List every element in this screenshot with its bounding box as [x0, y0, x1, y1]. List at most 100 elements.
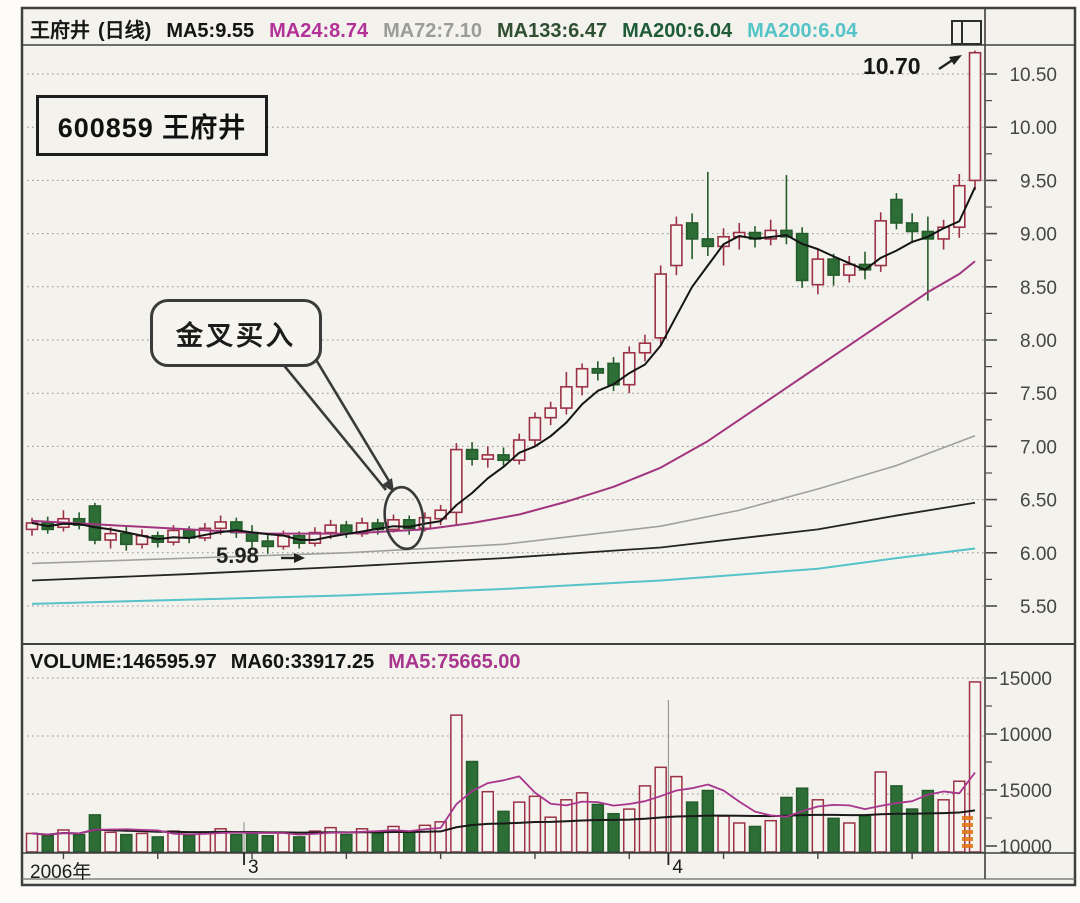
candle[interactable] [230, 517, 243, 538]
candle[interactable] [72, 512, 86, 530]
candle[interactable] [827, 253, 840, 286]
candle[interactable] [921, 216, 935, 301]
candle[interactable] [638, 334, 652, 362]
stock-title: 王府井 [30, 20, 90, 42]
chart-header: 王府井 (日线) MA5:9.55 MA24:8.74 MA72:7.10 MA133:6… [30, 14, 857, 42]
candle[interactable] [402, 515, 416, 535]
volume-bar[interactable] [890, 785, 903, 853]
volume-bar[interactable] [340, 833, 353, 853]
candle[interactable] [544, 401, 557, 426]
volume-bar[interactable] [41, 835, 54, 853]
candle[interactable] [622, 346, 636, 394]
volume-bar[interactable] [512, 801, 526, 853]
volume-bar[interactable] [654, 766, 667, 853]
volume-bar[interactable] [450, 714, 463, 853]
volume-bar[interactable] [371, 832, 385, 853]
volume-bar[interactable] [72, 833, 86, 853]
ma-value-label: MA72:7.10 [383, 20, 483, 42]
candle[interactable] [968, 50, 982, 190]
candle[interactable] [575, 363, 589, 396]
candle[interactable] [465, 442, 479, 466]
candle[interactable] [905, 213, 919, 244]
candle[interactable] [748, 226, 762, 248]
candle[interactable] [528, 412, 542, 446]
candle[interactable] [795, 227, 809, 288]
high-price-arrowhead [949, 55, 962, 65]
volume-bar[interactable] [685, 801, 699, 853]
volume-bar[interactable] [182, 835, 196, 853]
candle[interactable] [701, 171, 715, 256]
candle[interactable] [764, 219, 777, 246]
candle[interactable] [811, 249, 825, 295]
volume-bar[interactable] [780, 796, 793, 853]
volume-bar[interactable] [88, 814, 102, 853]
volume-bar[interactable] [230, 833, 243, 853]
candle[interactable] [591, 361, 605, 381]
volume-bar[interactable] [104, 831, 117, 853]
volume-bar[interactable] [277, 831, 290, 853]
ma-value-label: MA133:6.47 [497, 20, 608, 42]
volume-bar[interactable] [795, 787, 809, 853]
volume-bar[interactable] [292, 836, 306, 853]
volume-bar[interactable] [717, 815, 730, 853]
candle[interactable] [560, 371, 573, 415]
candle[interactable] [842, 255, 856, 283]
volume-bar[interactable] [261, 835, 275, 853]
candle[interactable] [780, 175, 793, 245]
volume-bar[interactable] [25, 832, 39, 853]
candle[interactable] [937, 219, 950, 250]
candle[interactable] [654, 265, 667, 347]
candle[interactable] [25, 517, 39, 536]
volume-bar[interactable] [245, 832, 259, 853]
ma-line-ma5 [31, 186, 976, 541]
volume-bar[interactable] [465, 760, 479, 853]
volume-bar[interactable] [858, 815, 872, 853]
candle[interactable] [198, 523, 212, 542]
price-axis-label: 6.50 [1020, 491, 1057, 512]
volume-bar[interactable] [151, 836, 164, 853]
volume-bar[interactable] [135, 832, 149, 853]
candle[interactable] [120, 526, 133, 551]
volume-bar[interactable] [481, 790, 495, 853]
volume-bar[interactable] [560, 799, 573, 853]
volume-bar[interactable] [670, 775, 683, 853]
candle[interactable] [387, 514, 400, 533]
volume-axis-label: 10000 [999, 725, 1052, 746]
candle[interactable] [261, 533, 275, 554]
candle[interactable] [890, 193, 903, 230]
volume-bar[interactable] [198, 831, 212, 853]
volume-bar[interactable] [120, 833, 133, 853]
volume-bar[interactable] [748, 825, 762, 853]
candle[interactable] [670, 216, 683, 276]
volume-bar[interactable] [622, 808, 636, 853]
volume-bar[interactable] [937, 799, 950, 853]
candle[interactable] [685, 213, 699, 260]
volume-bar[interactable] [905, 808, 919, 853]
candle[interactable] [104, 527, 117, 549]
candle[interactable] [57, 510, 70, 532]
candle[interactable] [450, 443, 463, 526]
candle[interactable] [481, 446, 495, 468]
volume-bar[interactable] [591, 803, 605, 853]
volume-bar[interactable] [733, 822, 746, 853]
volume-bar[interactable] [764, 819, 777, 853]
volume-bar[interactable] [701, 789, 715, 853]
volume-bar[interactable] [402, 831, 416, 853]
volume-bar[interactable] [843, 822, 856, 853]
volume-bar[interactable] [528, 795, 542, 853]
volume-bar[interactable] [874, 771, 887, 853]
candle[interactable] [858, 251, 872, 280]
volume-bar[interactable] [827, 817, 840, 853]
candle[interactable] [953, 174, 966, 238]
split-window-icon[interactable] [951, 20, 982, 45]
candle[interactable] [512, 433, 526, 465]
candle[interactable] [308, 527, 322, 547]
ma-value-label: MA5:75665.00 [388, 651, 521, 673]
volume-bar[interactable] [497, 810, 510, 853]
candle[interactable] [497, 447, 510, 466]
volume-bar[interactable] [921, 789, 935, 853]
candle[interactable] [874, 212, 888, 272]
candle[interactable] [135, 529, 149, 549]
